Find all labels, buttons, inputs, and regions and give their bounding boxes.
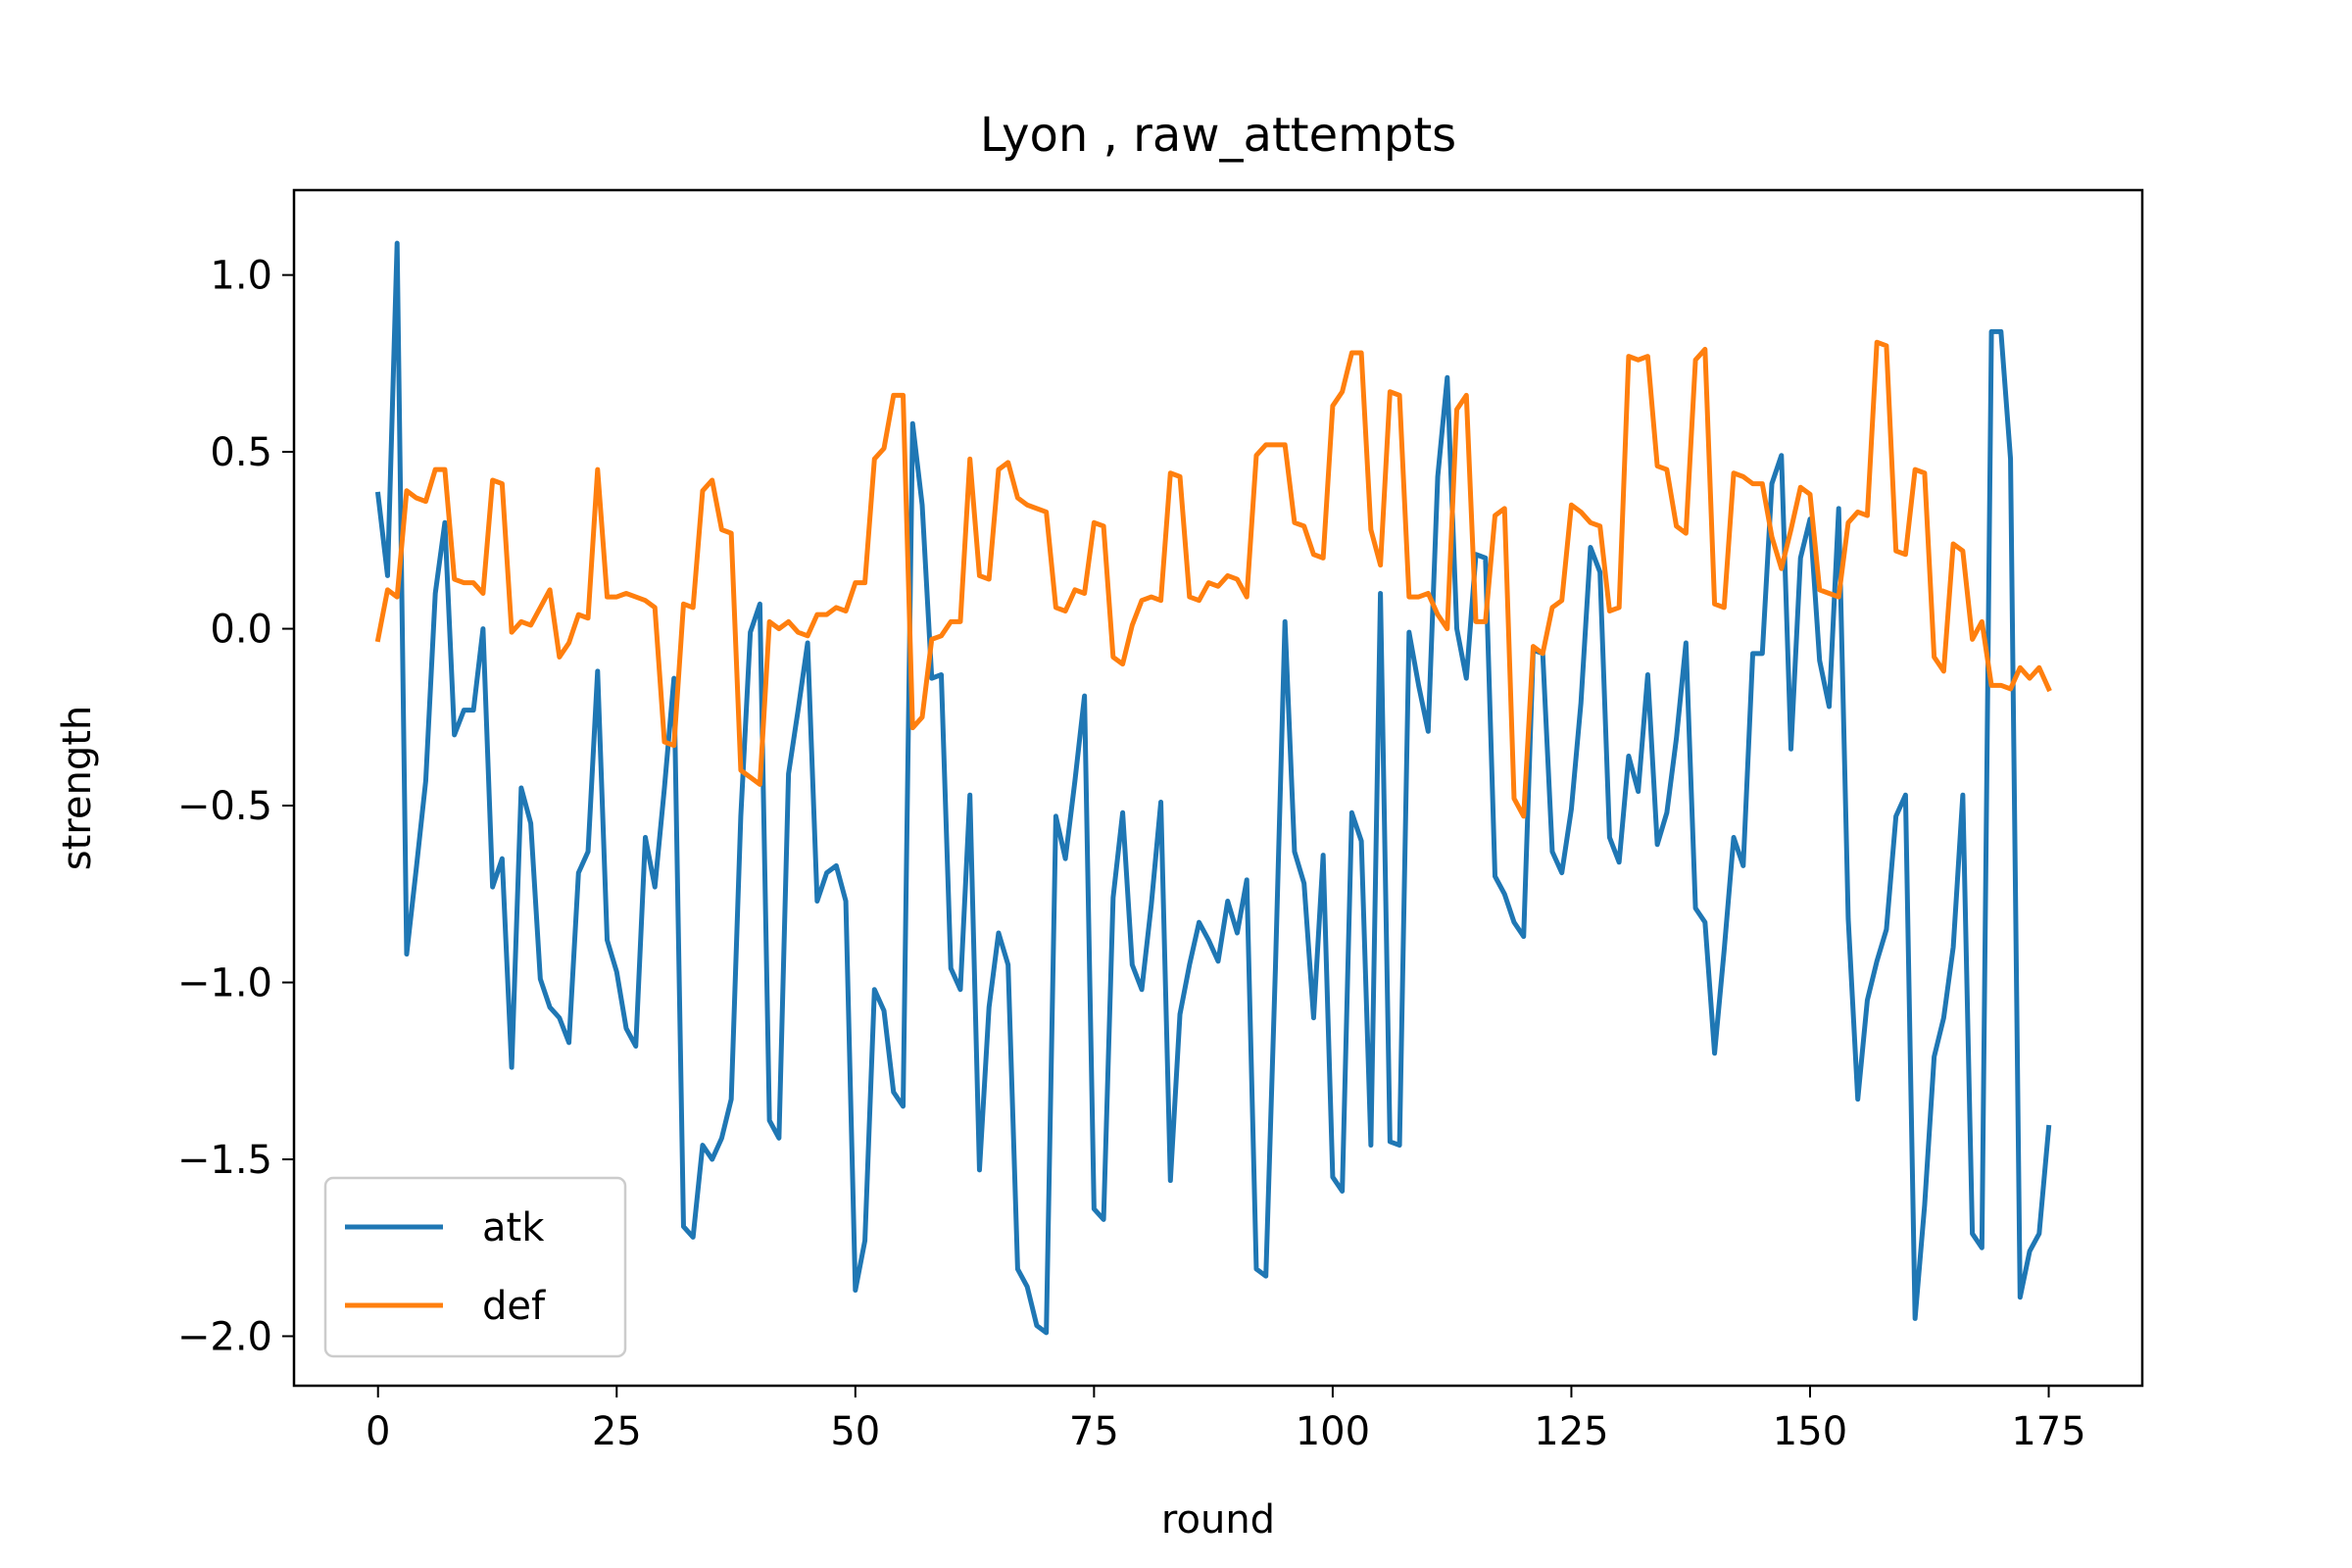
y-axis: 1.0 0.5 0.0 −0.5 −1.0 −1.5 −2.0 [177,254,294,1359]
y-tick-label: −1.0 [177,961,272,1006]
x-tick-label: 150 [1773,1409,1847,1454]
x-tick-label: 25 [592,1409,642,1454]
y-tick-label: 0.0 [210,608,272,653]
plot-area [374,240,2052,1336]
y-tick-label: −2.0 [177,1314,272,1359]
series-line-atk [374,240,2052,1336]
y-tick-label: −1.5 [177,1138,272,1183]
x-tick-label: 100 [1296,1409,1370,1454]
x-axis: 0 25 50 75 100 125 150 175 [366,1386,2086,1454]
legend-label-def: def [482,1284,546,1329]
x-axis-title: round [1161,1497,1275,1543]
x-tick-label: 0 [366,1409,390,1454]
series-line-def [374,339,2052,819]
x-tick-label: 175 [2011,1409,2085,1454]
x-tick-label: 75 [1069,1409,1119,1454]
chart-title: Lyon , raw_attempts [980,108,1456,163]
y-tick-label: 0.5 [210,430,272,475]
y-tick-label: 1.0 [210,254,272,299]
legend: atk def [323,1176,627,1358]
legend-box [323,1176,627,1358]
y-tick-label: −0.5 [177,784,272,829]
x-tick-label: 50 [830,1409,880,1454]
legend-label-atk: atk [482,1205,545,1250]
plot-frame [292,188,2144,1388]
x-tick-label: 125 [1534,1409,1608,1454]
y-axis-title: strength [55,706,100,870]
